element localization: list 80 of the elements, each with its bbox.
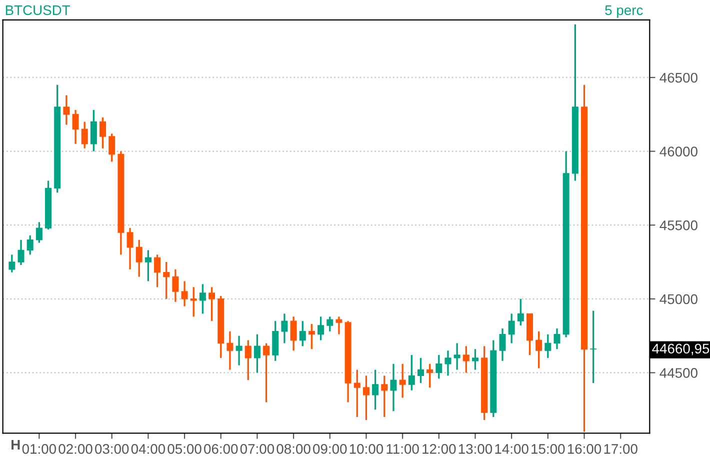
candlestick [354,368,360,418]
x-tick-label: 16:00 [568,444,602,454]
candlestick [308,323,315,350]
candlestick [499,328,506,362]
x-tick-label: 17:00 [604,444,638,454]
candlestick [63,94,70,126]
y-tick-label: 44500 [660,368,698,378]
x-tick-label: 02:00 [58,444,92,454]
candlestick [508,312,515,344]
candlestick [36,221,42,244]
x-tick-label: 06:00 [204,444,238,454]
candlestick [199,283,206,314]
candlestick [154,254,161,288]
candlestick [90,109,97,152]
candlestick [190,286,197,318]
candlestick [281,312,288,344]
candlestick [472,348,478,371]
candlestick [554,328,560,350]
candlestick [163,261,170,300]
candlestick [208,286,216,322]
candlestick [517,298,524,326]
candlestick [100,116,106,150]
x-tick-label: 12:00 [422,444,456,454]
candlestick [136,239,142,278]
candlestick [126,227,134,270]
candlestick [417,357,424,384]
chart-subtitle: 5 perc [605,5,643,18]
x-tick-label: 11:00 [386,444,419,454]
candlestick [362,374,370,421]
y-tick-label: 46500 [660,72,698,83]
x-tick-label: 01:00 [22,444,56,454]
candlestick [408,354,415,392]
candlestick [144,249,152,282]
candlestick [536,330,542,370]
x-tick-label: 04:00 [131,444,166,454]
x-tick-label: 03:00 [95,444,129,454]
candlestick [590,310,597,384]
candlestick [272,320,279,362]
y-tick-label: 45500 [660,220,698,230]
candlestick [290,316,297,352]
y-tick-label: 45000 [660,294,698,304]
candlestick [81,120,88,150]
candlestick [544,334,552,359]
x-tick-label: 07:00 [240,444,274,454]
text: 44660,95 [652,344,710,356]
x-tick-label: 09:00 [313,444,347,454]
x-tick-label: 10:00 [350,444,384,454]
x-axis-title: H [12,440,20,450]
candlestick [399,363,406,399]
y-tick-label: 46000 [660,146,698,156]
candlestick [226,330,234,371]
candlestick [381,374,388,418]
candlestick [462,345,470,374]
candlestick [8,254,16,274]
candlestick [390,363,397,412]
x-tick-label: 05:00 [168,444,202,454]
candlestick [318,316,324,342]
candlestick [72,109,79,145]
candlestick [454,342,460,371]
candlestick [372,368,379,410]
candlestick [181,280,188,308]
chart-title: BTCUSDT [6,5,70,16]
candlestick [336,316,342,336]
x-tick-label: 15:00 [532,444,565,454]
x-tick-label: 13:00 [458,444,492,454]
candlestick [436,354,442,380]
candlestick [254,334,260,374]
candlestick [108,132,116,162]
x-tick-label: 08:00 [276,444,310,454]
candlestick [263,342,270,404]
candlestick [299,320,306,347]
candlestick [172,268,179,303]
candlestick [26,234,34,256]
candlestick [18,239,24,266]
candlestick [244,339,252,381]
x-tick-label: 14:00 [495,444,528,454]
candlestick [444,350,452,376]
candlestick [426,363,434,388]
candlestick [236,334,242,366]
candlestick [326,316,334,332]
